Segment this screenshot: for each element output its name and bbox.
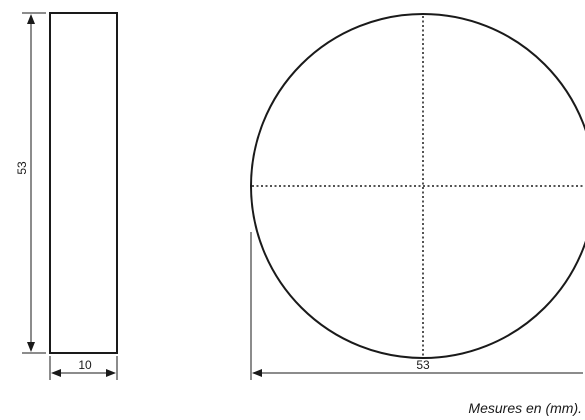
diameter-dimension: 53: [250, 232, 583, 380]
width-dimension: 10: [49, 356, 118, 380]
height-dimension: 53: [15, 12, 46, 354]
side-view-outline: [49, 12, 118, 354]
front-view: 53: [250, 13, 585, 380]
width-dimension-label: 10: [78, 358, 92, 372]
front-view-outline: [250, 13, 585, 359]
side-view: 53 10: [15, 12, 118, 380]
height-dimension-label: 53: [15, 161, 29, 175]
units-note: Mesures en (mm).: [468, 400, 582, 416]
diameter-dimension-label: 53: [416, 358, 430, 372]
